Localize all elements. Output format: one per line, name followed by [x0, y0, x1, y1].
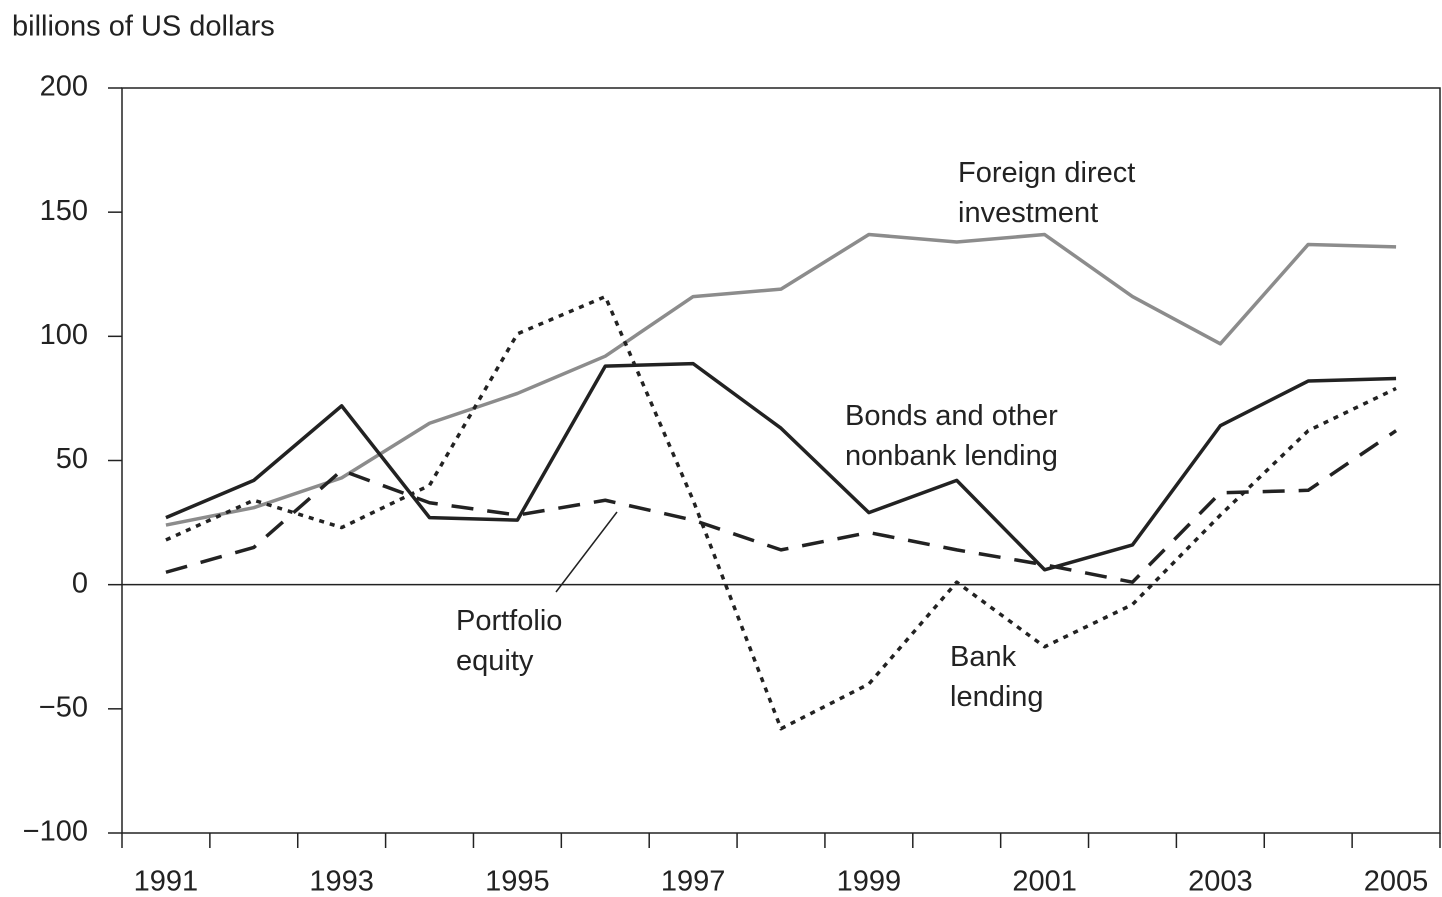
y-tick-label: 200 [40, 71, 88, 103]
x-tick-label: 1991 [134, 866, 199, 897]
y-tick-label: 50 [56, 443, 88, 475]
x-tick-label: 1999 [837, 866, 902, 897]
series-label: Portfolio equity [456, 605, 563, 677]
x-tick-label: 1993 [309, 866, 374, 897]
y-tick-label: −50 [39, 691, 88, 723]
y-tick-label: 150 [40, 195, 88, 227]
x-tick-label: 2005 [1364, 866, 1429, 897]
x-tick-label: 2003 [1188, 866, 1253, 897]
plot-frame [121, 87, 1441, 834]
series-line [165, 361, 1397, 572]
series-line [165, 429, 1398, 584]
y-axis-title: billions of US dollars [12, 11, 275, 43]
y-tick-label: 0 [72, 567, 88, 599]
y-tick-label: 100 [40, 319, 88, 351]
series-line [165, 232, 1397, 527]
y-tick-label: −100 [23, 816, 88, 848]
series-label: Bank lending [950, 641, 1044, 713]
x-tick-label: 1995 [485, 866, 550, 897]
x-tick-label: 1997 [661, 866, 726, 897]
x-tick-label: 2001 [1012, 866, 1077, 897]
leader-line [555, 511, 618, 593]
series-label: Foreign direct investment [958, 157, 1136, 229]
series-label: Bonds and other nonbank lending [845, 400, 1058, 472]
series-line [165, 294, 1397, 731]
